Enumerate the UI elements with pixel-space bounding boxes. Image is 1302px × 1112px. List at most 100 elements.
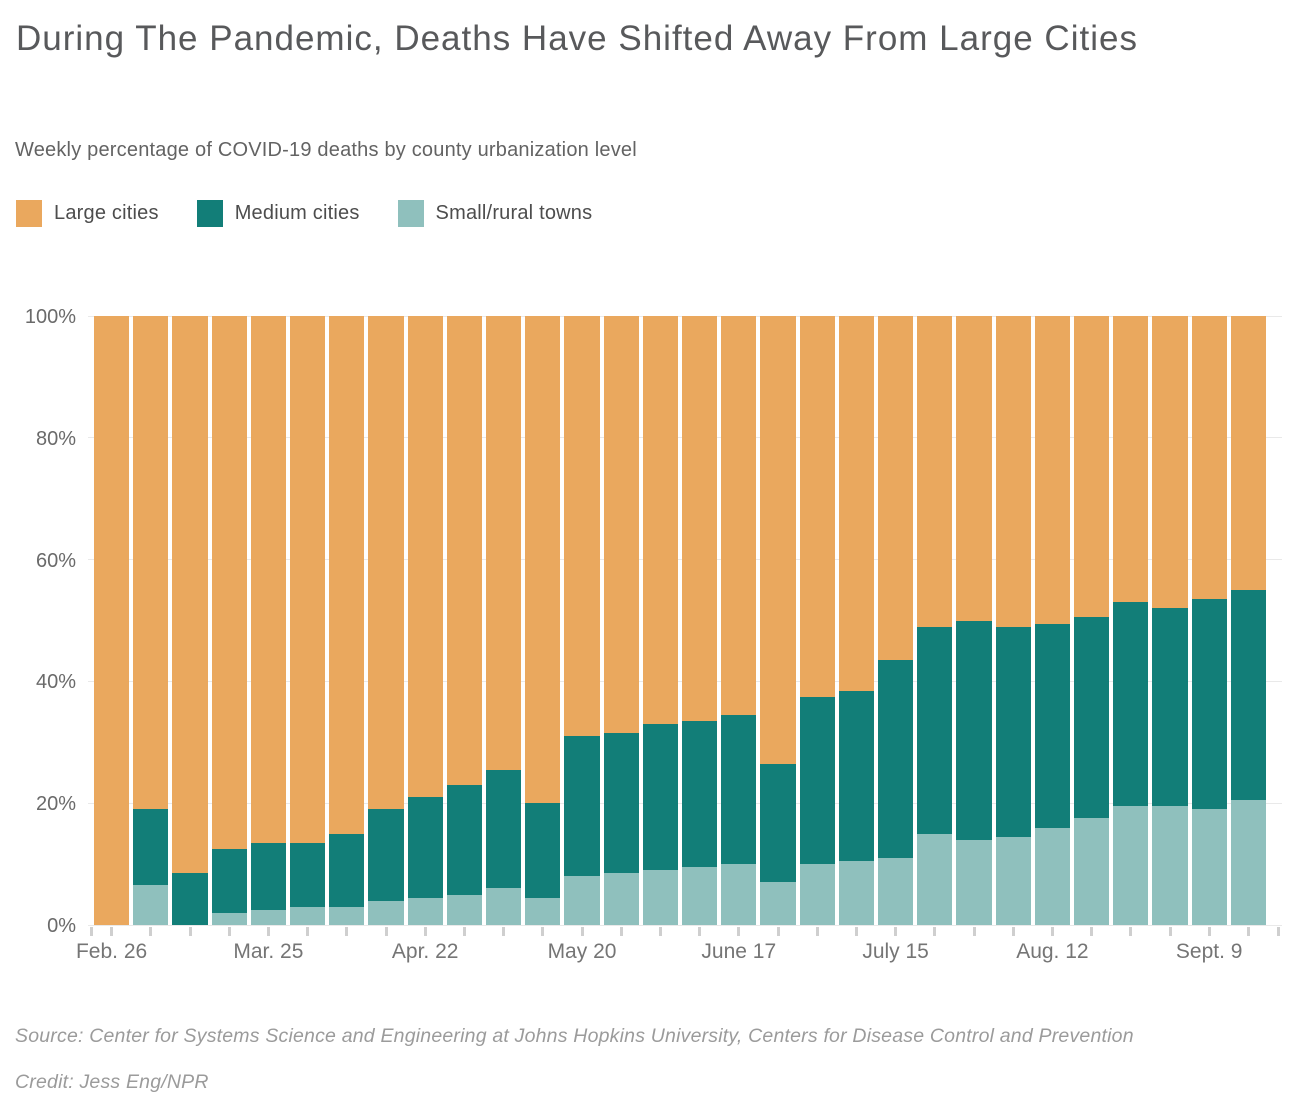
segment-small-rural-towns: [1230, 800, 1267, 925]
segment-small-rural-towns: [838, 861, 875, 925]
x-axis-tick-18: [776, 927, 780, 936]
bar-week-12: [525, 316, 561, 925]
x-axis-tick-1: [110, 927, 114, 936]
segment-large-cities: [642, 316, 679, 725]
segment-small-rural-towns: [368, 900, 404, 925]
x-axis-tick-29: [1207, 927, 1211, 936]
segment-large-cities: [1113, 316, 1149, 603]
bar-week-24: [995, 316, 1031, 925]
segment-medium-cities: [368, 809, 404, 901]
x-axis-tick-16: [698, 927, 702, 936]
segment-large-cities: [1152, 316, 1188, 609]
x-axis-tick-14: [619, 927, 623, 936]
x-axis-tick-9: [423, 927, 427, 936]
x-axis-tick-3: [188, 927, 192, 936]
segment-small-rural-towns: [642, 870, 679, 925]
credit-line: Credit: Jess Eng/NPR: [15, 1071, 209, 1093]
x-axis-tick-8: [384, 927, 388, 936]
segment-large-cities: [329, 316, 365, 834]
segment-medium-cities: [799, 696, 835, 865]
legend-label-medium-cities: Medium cities: [234, 202, 360, 224]
segment-medium-cities: [329, 833, 365, 907]
x-axis-tick-7: [345, 927, 349, 936]
bar-week-19: [799, 316, 835, 925]
segment-small-rural-towns: [878, 858, 914, 925]
segment-small-rural-towns: [721, 864, 757, 925]
segment-large-cities: [1074, 316, 1110, 618]
legend-label-large-cities: Large cities: [54, 202, 159, 224]
segment-small-rural-towns: [603, 873, 639, 925]
x-axis-tick-5: [266, 927, 270, 936]
segment-small-rural-towns: [486, 888, 522, 925]
segment-large-cities: [133, 316, 169, 810]
x-axis-tick-6: [306, 927, 310, 936]
segment-medium-cities: [290, 842, 326, 907]
bar-week-15: [642, 316, 679, 925]
bar-week-11: [486, 316, 522, 925]
segment-large-cities: [211, 316, 247, 849]
segment-small-rural-towns: [211, 912, 247, 925]
bars-area: [94, 316, 1267, 925]
y-axis-label-40: 40%: [35, 671, 76, 694]
x-axis-label-may-20: May 20: [547, 940, 617, 963]
x-axis-tick-28: [1168, 927, 1172, 936]
segment-medium-cities: [564, 736, 600, 877]
segment-small-rural-towns: [1191, 809, 1227, 925]
y-axis-label-0: 0%: [47, 915, 76, 937]
segment-large-cities: [721, 316, 757, 715]
chart-subtitle: Weekly percentage of COVID-19 deaths by …: [15, 139, 637, 161]
segment-large-cities: [1034, 316, 1071, 624]
bar-week-8: [368, 316, 404, 925]
segment-small-rural-towns: [917, 833, 953, 925]
segment-small-rural-towns: [446, 894, 483, 925]
segment-small-rural-towns: [1034, 827, 1071, 925]
x-axis-label-sept-9: Sept. 9: [1175, 940, 1243, 963]
segment-large-cities: [603, 316, 639, 734]
segment-medium-cities: [172, 873, 208, 925]
bar-week-29: [1191, 316, 1227, 925]
x-axis-tick-27: [1129, 927, 1133, 936]
segment-large-cities: [172, 316, 208, 874]
segment-medium-cities: [525, 803, 561, 898]
segment-large-cities: [407, 316, 443, 798]
footer: Source: Center for Systems Science and E…: [15, 1025, 1285, 1094]
segment-large-cities: [94, 316, 130, 925]
segment-small-rural-towns: [1113, 806, 1149, 925]
legend-item-small-rural-towns: Small/rural towns: [397, 200, 593, 227]
bar-week-18: [760, 316, 796, 925]
segment-small-rural-towns: [525, 897, 561, 925]
segment-medium-cities: [682, 721, 718, 868]
x-axis-tick-22: [933, 927, 937, 936]
segment-medium-cities: [1152, 608, 1188, 807]
segment-medium-cities: [956, 620, 992, 840]
x-axis-tick-17: [737, 927, 741, 936]
segment-small-rural-towns: [799, 864, 835, 925]
segment-large-cities: [564, 316, 600, 737]
x-axis-tick-23: [972, 927, 976, 936]
bar-week-16: [682, 316, 718, 925]
gridline-100: [88, 315, 1282, 317]
bar-week-22: [917, 316, 953, 925]
bar-week-10: [446, 316, 483, 925]
segment-large-cities: [995, 316, 1031, 627]
segment-medium-cities: [603, 733, 639, 874]
x-axis-tick-10: [462, 927, 466, 936]
segment-large-cities: [368, 316, 404, 810]
legend-swatch-medium-cities: [196, 200, 223, 227]
bar-week-23: [956, 316, 992, 925]
bar-week-21: [878, 316, 914, 925]
bar-week-28: [1152, 316, 1188, 925]
x-axis-tick-12: [541, 927, 545, 936]
segment-medium-cities: [878, 660, 914, 859]
x-axis-label-june-17: June 17: [701, 940, 777, 963]
x-axis-edge-tick-left: [89, 927, 93, 936]
segment-small-rural-towns: [407, 897, 443, 925]
bar-week-7: [329, 316, 365, 925]
x-axis-tick-26: [1090, 927, 1094, 936]
x-axis-label-apr-22: Apr. 22: [391, 940, 459, 963]
y-axis-label-20: 20%: [35, 793, 76, 816]
segment-medium-cities: [838, 690, 875, 862]
bar-week-2: [133, 316, 169, 925]
bar-week-30: [1230, 316, 1267, 925]
